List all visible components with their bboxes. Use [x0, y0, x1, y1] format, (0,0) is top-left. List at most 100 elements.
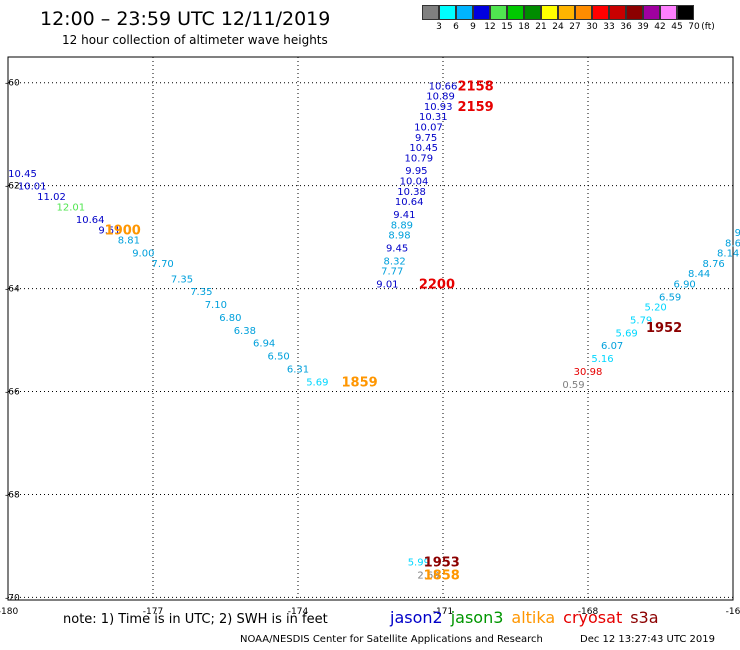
- colorbar-tick-label: 27: [569, 22, 581, 32]
- wave-height-label: 10.66: [429, 81, 458, 92]
- colorbar-swatch: [609, 5, 626, 20]
- x-tick-label: -180: [0, 607, 18, 617]
- wave-height-label: 7.70: [152, 259, 174, 270]
- colorbar-tick-label: 45: [671, 22, 683, 32]
- wave-height-label: 9.45: [386, 243, 408, 254]
- wave-height-label: 8.81: [118, 236, 140, 247]
- colorbar-swatch: [592, 5, 609, 20]
- wave-height-label: 0.59: [562, 380, 584, 391]
- wave-height-label: 5.20: [645, 303, 667, 314]
- colorbar-swatch: [456, 5, 473, 20]
- colorbar-swatch: [558, 5, 575, 20]
- colorbar-swatch: [439, 5, 456, 20]
- wave-height-label: 7.35: [190, 287, 212, 298]
- wave-height-label: 9: [735, 228, 740, 239]
- mission-legend-item: altika: [511, 608, 556, 627]
- generated-timestamp: Dec 12 13:27:43 UTC 2019: [580, 634, 715, 645]
- mission-legend-item: cryosat: [563, 608, 623, 627]
- y-tick-label: -64: [5, 285, 20, 295]
- chart-subtitle: 12 hour collection of altimeter wave hei…: [62, 33, 328, 47]
- wave-height-label: 7.35: [171, 274, 193, 285]
- colorbar-tick-label: 42: [654, 22, 666, 32]
- wave-height-label: 9.51: [98, 225, 120, 236]
- credit-line: NOAA/NESDIS Center for Satellite Applica…: [240, 634, 543, 645]
- x-tick-label: -168: [578, 607, 599, 617]
- wave-height-label: 30.98: [574, 367, 603, 378]
- wave-height-label: 6.50: [268, 352, 290, 363]
- pass-time-label: 1900: [105, 223, 141, 238]
- y-tick-label: -70: [5, 593, 20, 603]
- wave-height-label: 10.45: [8, 169, 37, 180]
- colorbar-swatch: [575, 5, 592, 20]
- wave-height-label: 5.79: [630, 315, 652, 326]
- wave-height-label: 9.95: [405, 166, 427, 177]
- wave-height-label: 10.93: [424, 102, 453, 113]
- x-tick-label: -174: [288, 607, 309, 617]
- wave-height-label: 8.6: [725, 238, 740, 249]
- y-tick-label: -66: [5, 388, 20, 398]
- wave-height-label: 11.02: [37, 192, 66, 203]
- chart-title: 12:00 – 23:59 UTC 12/11/2019: [40, 8, 331, 30]
- colorbar-swatch: [643, 5, 660, 20]
- wave-height-label: 2.69: [417, 570, 439, 581]
- wave-height-label: 6.90: [674, 279, 696, 290]
- wave-height-label: 10.89: [426, 92, 455, 103]
- wave-height-label: 8.76: [703, 259, 725, 270]
- wave-height-label: 10.31: [419, 112, 448, 123]
- colorbar-swatch: [490, 5, 507, 20]
- colorbar-tick-label: 36: [620, 22, 632, 32]
- colorbar-tick-label: 70: [688, 22, 700, 32]
- colorbar-swatch: [473, 5, 490, 20]
- colorbar-tick-label: 9: [470, 22, 476, 32]
- colorbar-legend: [422, 5, 694, 20]
- wave-height-label: 9.01: [376, 279, 398, 290]
- wave-height-label: 6.80: [219, 313, 241, 324]
- colorbar-tick-label: 18: [518, 22, 530, 32]
- wave-height-label: 6.31: [287, 364, 309, 375]
- wave-height-label: 10.64: [395, 197, 424, 208]
- mission-legend-item: jason3: [450, 608, 504, 627]
- footer-note: note: 1) Time is in UTC; 2) SWH is in fe…: [63, 612, 328, 627]
- pass-time-label: 2200: [419, 277, 455, 292]
- wave-height-label: 12.01: [57, 202, 86, 213]
- wave-height-label: 8.44: [688, 269, 710, 280]
- mission-legend-item: jason2: [390, 608, 443, 627]
- colorbar-swatch: [422, 5, 439, 20]
- wave-height-label: 5.16: [591, 354, 613, 365]
- wave-height-label: 8.14: [717, 249, 739, 260]
- colorbar-tick-label: 39: [637, 22, 649, 32]
- colorbar-tick-labels: 3 6 9 12 15 18 21 24 27 30 33 36 39 42 45 70 (ft): [422, 22, 732, 36]
- pass-time-label: 1858: [424, 568, 460, 583]
- colorbar-swatch: [541, 5, 558, 20]
- colorbar-swatch: [524, 5, 541, 20]
- wave-height-label: 8.32: [384, 256, 406, 267]
- colorbar-swatch: [660, 5, 677, 20]
- x-tick-label: -177: [143, 607, 163, 617]
- pass-time-label: 1952: [646, 321, 682, 336]
- colorbar-tick-label: 6: [453, 22, 459, 32]
- x-tick-label: -16: [726, 607, 740, 617]
- wave-height-label: 5.69: [306, 377, 328, 388]
- wave-height-label: 6.07: [601, 341, 623, 352]
- mission-legend: jason2 jason3 altika cryosat s3a: [390, 608, 667, 627]
- mission-legend-item: s3a: [630, 608, 659, 627]
- y-tick-label: -60: [5, 79, 20, 89]
- wave-height-label: 5.99: [408, 557, 430, 568]
- pass-time-label: 2159: [458, 100, 494, 115]
- wave-height-label: 9.00: [132, 249, 154, 260]
- wave-height-label: 9.75: [415, 133, 437, 144]
- wave-height-label: 10.07: [414, 122, 443, 133]
- x-tick-label: -171: [433, 607, 453, 617]
- wave-height-label: 10.38: [397, 187, 426, 198]
- wave-height-label: 5.69: [616, 328, 638, 339]
- wave-height-label: 6.94: [253, 339, 275, 350]
- colorbar-tick-label: 30: [586, 22, 598, 32]
- wave-height-label: 6.59: [659, 292, 681, 303]
- wave-height-label: 10.64: [76, 215, 105, 226]
- colorbar-tick-label: (ft): [701, 22, 715, 32]
- wave-height-label: 10.45: [409, 143, 438, 154]
- colorbar-tick-label: 12: [484, 22, 496, 32]
- wave-height-label: 10.79: [405, 153, 434, 164]
